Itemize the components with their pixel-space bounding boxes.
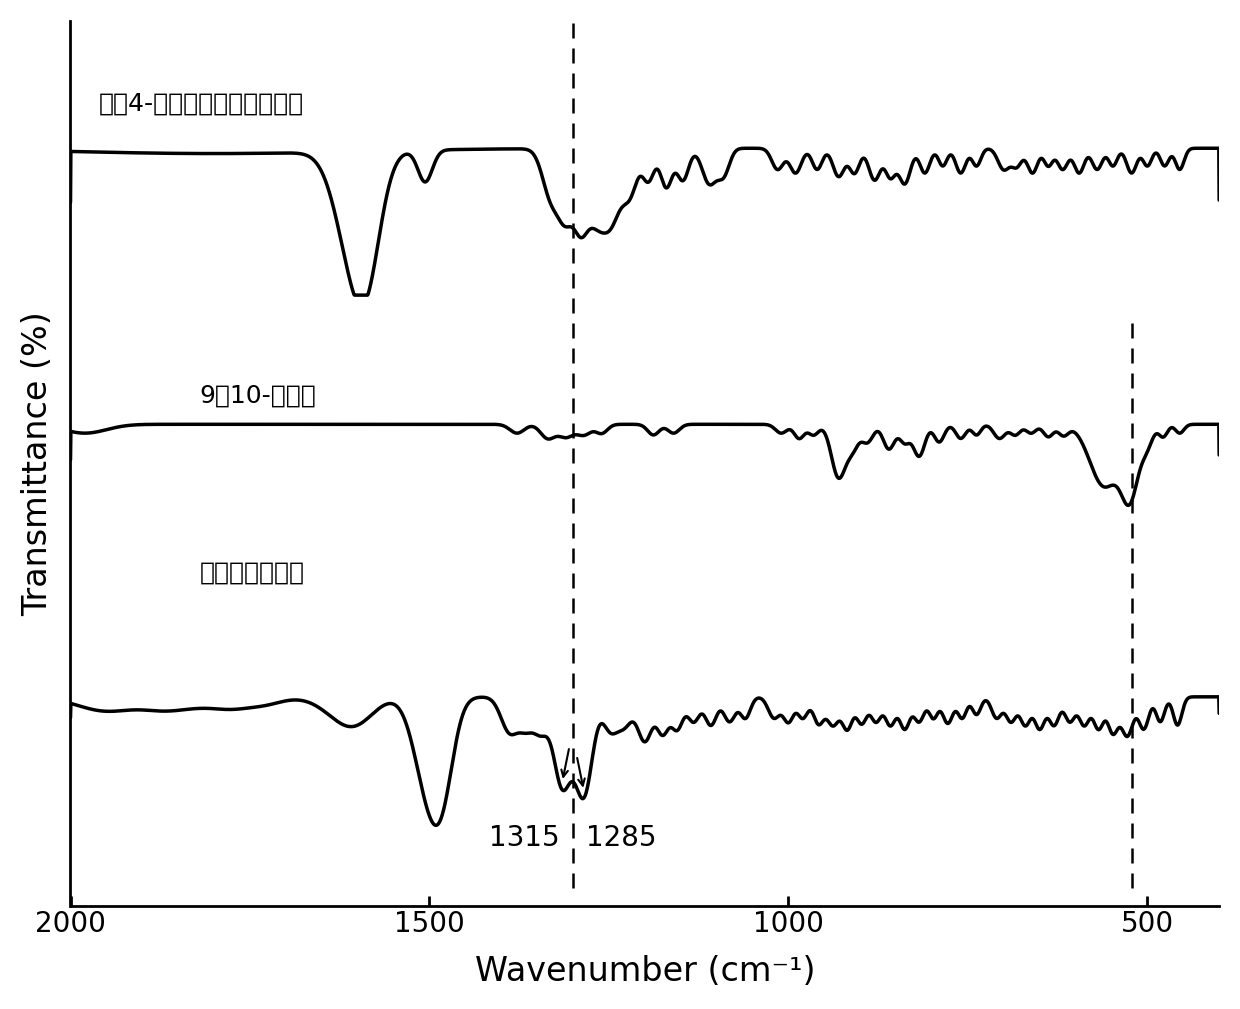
Y-axis label: Transmittance (%): Transmittance (%): [21, 311, 53, 615]
Text: 9，10-二滨蕉: 9，10-二滨蕉: [200, 384, 316, 408]
Text: 共轭多孔臚合物: 共轭多孔臚合物: [200, 561, 305, 585]
Text: 三（4-琉酸频哪醇酯苯基）胺: 三（4-琉酸频哪醇酯苯基）胺: [99, 92, 304, 116]
Text: 1315: 1315: [490, 824, 560, 853]
X-axis label: Wavenumber (cm⁻¹): Wavenumber (cm⁻¹): [475, 956, 815, 988]
Text: 1285: 1285: [587, 824, 656, 853]
